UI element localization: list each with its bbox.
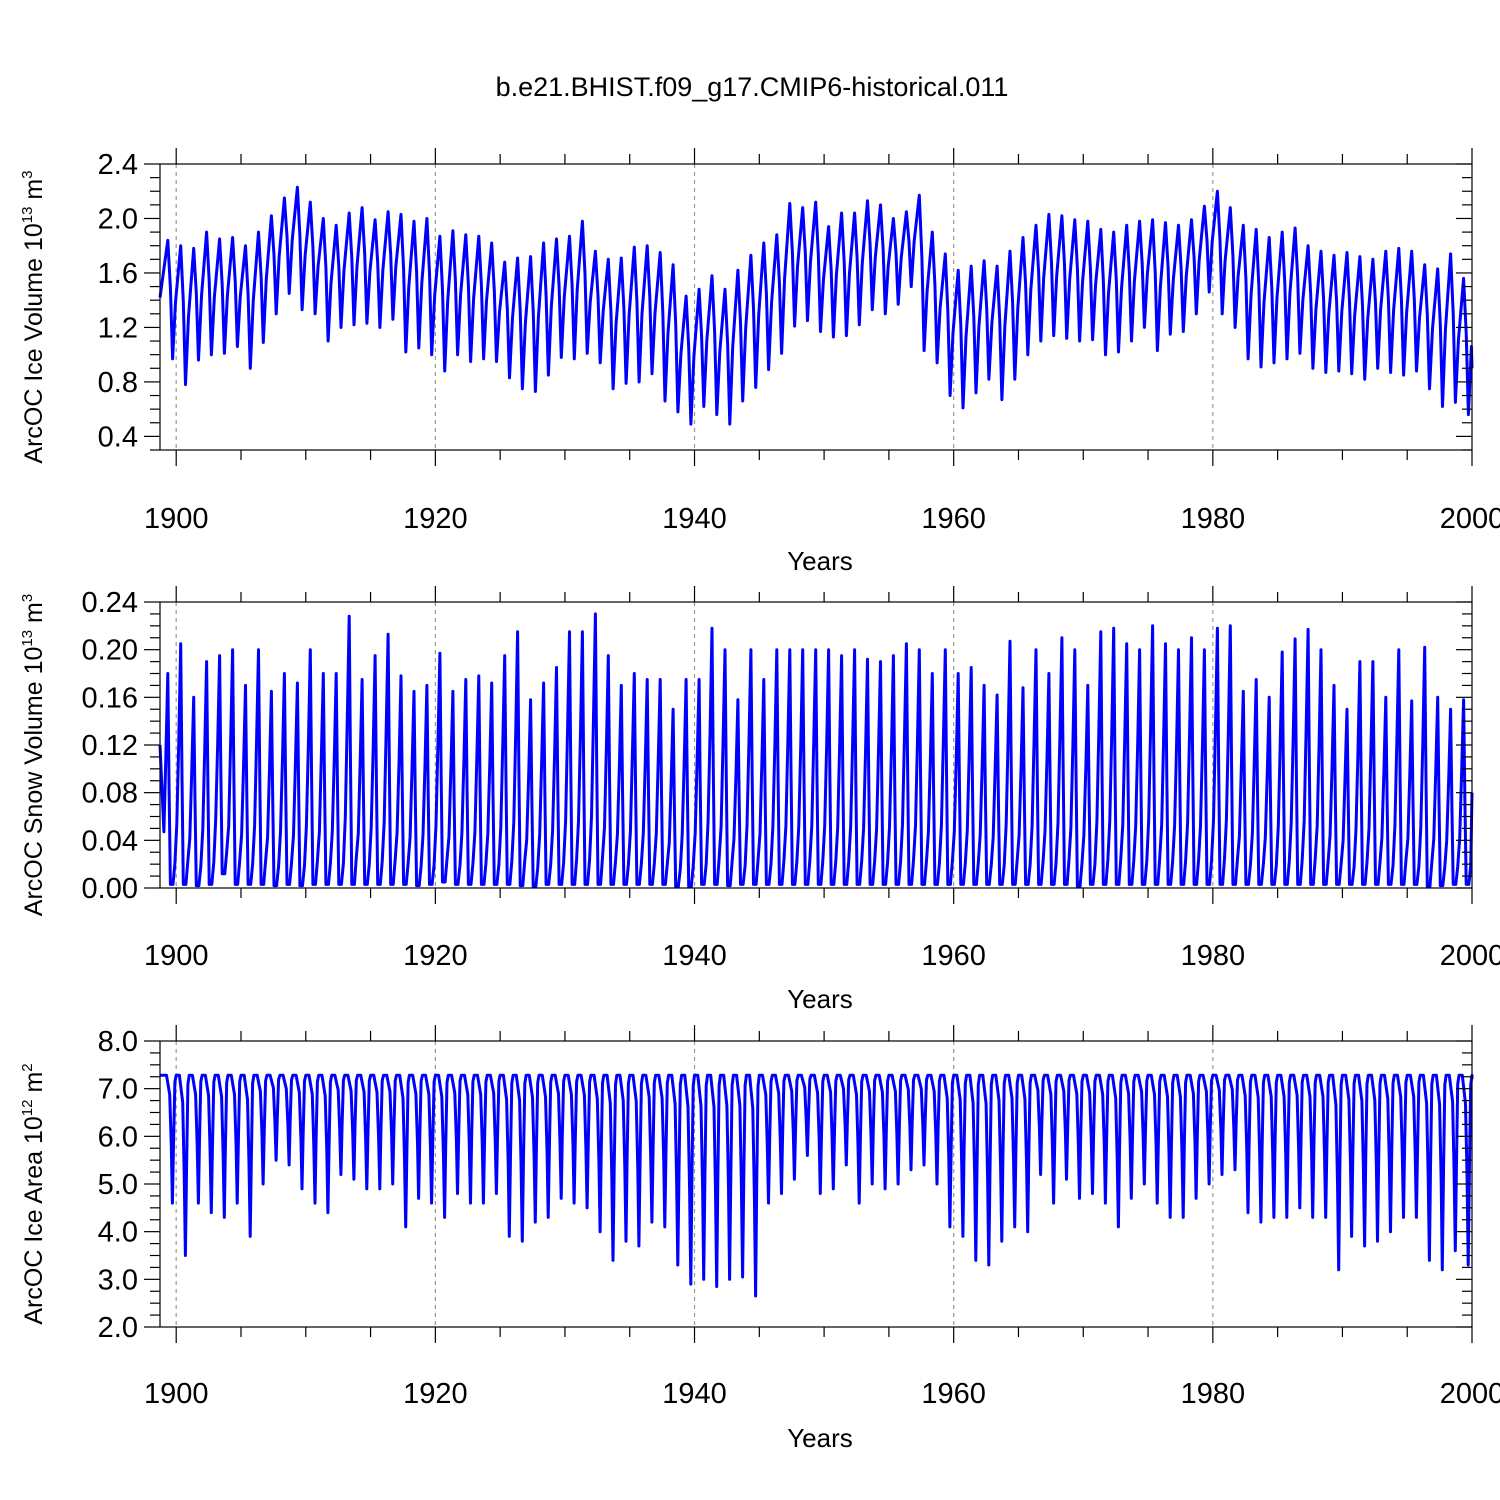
snow-volume-xtick-label: 1940 [662,940,727,972]
ice-area-ytick-label: 3.0 [98,1264,138,1296]
figure-title: b.e21.BHIST.f09_g17.CMIP6-historical.011 [496,72,1009,102]
snow-volume-xtick-label: 1960 [921,940,986,972]
snow-volume-ylabel-unit-exp: 3 [19,594,36,602]
ice-volume-ylabel-main: ArcOC Ice Volume 10 [20,223,48,463]
ice-volume-tick-marks [144,148,1473,466]
ice-area-series-line [160,1073,1474,1298]
ice-volume-y-tick-labels: 0.4 0.8 1.2 1.6 2.0 2.4 [98,149,138,453]
ice-volume-ylabel-unit-exp: 3 [19,170,36,178]
ice-area-xtick-label: 1980 [1181,1378,1246,1410]
ice-volume-ytick-label: 1.6 [98,258,138,290]
snow-volume-ylabel-unit: m [20,602,48,623]
snow-volume-series-line [158,612,1474,889]
ice-area-ytick-label: 8.0 [98,1026,138,1058]
ice-area-y-axis-label: ArcOC Ice Area 1012 m2 [19,1063,48,1324]
ice-volume-panel: 0.4 0.8 1.2 1.6 2.0 2.4 1900 1920 1940 1… [19,148,1500,576]
ice-volume-xtick-label: 1980 [1181,503,1246,535]
snow-volume-tick-marks [144,586,1473,904]
snow-volume-ylabel-exp: 13 [19,630,36,647]
ice-volume-ytick-label: 0.4 [98,421,138,453]
snow-volume-ytick-label: 0.12 [82,730,138,762]
snow-volume-x-axis-label: Years [787,984,853,1014]
ice-area-tick-marks [144,1025,1473,1343]
ice-volume-ytick-label: 0.8 [98,367,138,399]
ice-area-ylabel-unit: m [20,1072,48,1093]
ice-volume-ylabel-unit: m [20,179,48,200]
ice-volume-ytick-label: 1.2 [98,312,138,344]
ice-area-xtick-label: 1960 [921,1378,986,1410]
ice-area-ylabel-space [20,1093,48,1100]
snow-volume-xtick-label: 1900 [144,940,209,972]
snow-volume-x-tick-labels: 1900 1920 1940 1960 1980 2000 [144,940,1500,972]
ice-area-ylabel-main: ArcOC Ice Area 10 [20,1116,48,1324]
ice-volume-xtick-label: 1960 [921,503,986,535]
ice-volume-grid [175,164,1214,450]
ice-area-ytick-label: 6.0 [98,1121,138,1153]
snow-volume-ytick-label: 0.20 [82,635,138,667]
ice-area-x-tick-labels: 1900 1920 1940 1960 1980 2000 [144,1378,1500,1410]
snow-volume-ylabel-space [20,623,48,630]
snow-volume-ylabel-main: ArcOC Snow Volume 10 [20,647,48,917]
snow-volume-xtick-label: 2000 [1440,940,1500,972]
ice-area-ytick-label: 5.0 [98,1169,138,1201]
snow-volume-ytick-label: 0.04 [82,825,138,857]
ice-area-ylabel-exp: 12 [19,1100,36,1117]
ice-area-xtick-label: 1920 [403,1378,468,1410]
ice-volume-ytick-label: 2.0 [98,203,138,235]
ice-volume-series-line [158,185,1474,426]
snow-volume-ytick-label: 0.24 [82,587,138,619]
snow-volume-panel: 0.00 0.04 0.08 0.12 0.16 0.20 0.24 1900 … [19,586,1500,1014]
ice-area-ylabel-unit-exp: 2 [19,1063,36,1071]
ice-volume-xtick-label: 2000 [1440,503,1500,535]
ice-area-x-axis-label: Years [787,1423,853,1453]
ice-area-panel: 2.0 3.0 4.0 5.0 6.0 7.0 8.0 1900 1920 19… [19,1025,1500,1453]
snow-volume-y-tick-labels: 0.00 0.04 0.08 0.12 0.16 0.20 0.24 [82,587,138,905]
ice-area-ytick-label: 2.0 [98,1312,138,1344]
ice-volume-ylabel-exp: 13 [19,207,36,224]
ice-volume-xtick-label: 1920 [403,503,468,535]
ice-area-xtick-label: 1940 [662,1378,727,1410]
ice-area-xtick-label: 2000 [1440,1378,1500,1410]
snow-volume-ytick-label: 0.08 [82,778,138,810]
ice-area-ytick-label: 4.0 [98,1217,138,1249]
ice-volume-x-tick-labels: 1900 1920 1940 1960 1980 2000 [144,503,1500,535]
snow-volume-y-axis-label: ArcOC Snow Volume 1013 m3 [19,594,48,916]
snow-volume-ytick-label: 0.00 [82,873,138,905]
ice-volume-y-axis-label: ArcOC Ice Volume 1013 m3 [19,170,48,463]
snow-volume-xtick-label: 1920 [403,940,468,972]
ice-volume-ylabel-space [20,200,48,207]
snow-volume-xtick-label: 1980 [1181,940,1246,972]
snow-volume-ytick-label: 0.16 [82,682,138,714]
ice-area-ytick-label: 7.0 [98,1074,138,1106]
ice-volume-xtick-label: 1900 [144,503,209,535]
ice-area-xtick-label: 1900 [144,1378,209,1410]
ice-volume-x-axis-label: Years [787,546,853,576]
ice-volume-plot-frame [159,163,1473,451]
ice-volume-xtick-label: 1940 [662,503,727,535]
ice-area-y-tick-labels: 2.0 3.0 4.0 5.0 6.0 7.0 8.0 [98,1026,138,1344]
ice-volume-ytick-label: 2.4 [98,149,138,181]
